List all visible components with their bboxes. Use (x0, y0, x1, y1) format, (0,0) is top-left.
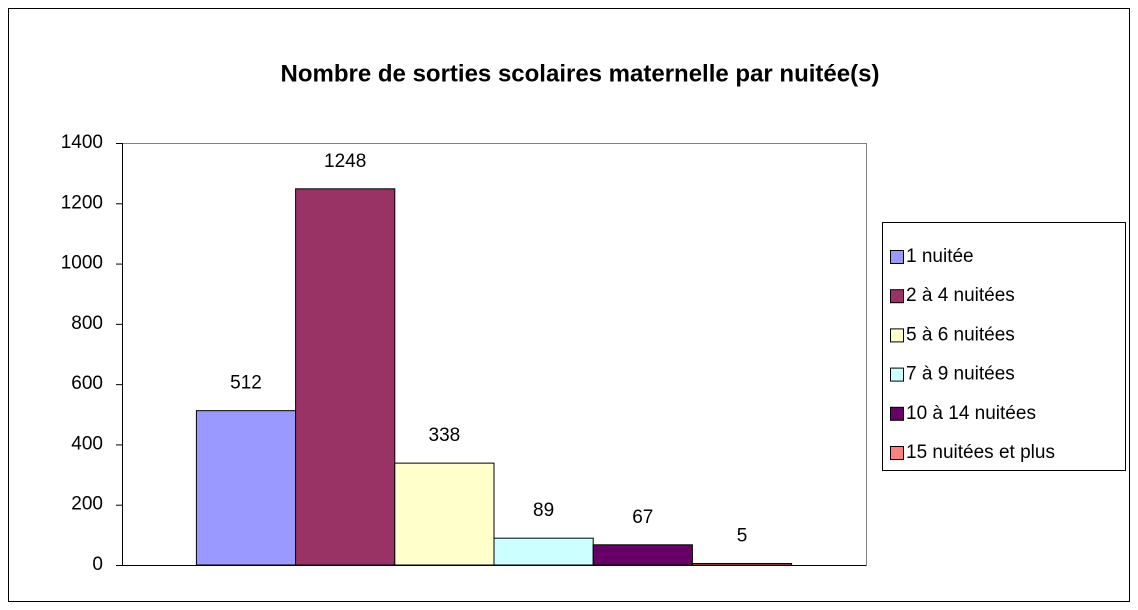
y-tick-label: 800 (71, 313, 103, 334)
legend-swatch (890, 446, 904, 460)
data-label: 89 (533, 500, 554, 521)
bar (295, 188, 396, 566)
legend-swatch (890, 289, 904, 304)
chart-title: Nombre de sorties scolaires maternelle p… (281, 60, 880, 87)
legend-label: 10 à 14 nuitées (906, 403, 1036, 424)
y-tick-label: 1000 (61, 253, 103, 274)
data-label: 5 (737, 526, 748, 547)
y-tick-label: 600 (71, 373, 103, 394)
legend-swatch (890, 367, 904, 382)
y-tick-label: 0 (92, 554, 103, 575)
y-tick-label: 400 (71, 433, 103, 454)
y-tick-label: 1400 (61, 132, 103, 153)
legend-swatch (890, 328, 904, 343)
data-label: 338 (429, 425, 461, 446)
legend-label: 2 à 4 nuitées (906, 285, 1015, 306)
bar (394, 462, 495, 566)
data-label: 67 (632, 507, 653, 528)
bar (691, 562, 793, 566)
bar (592, 544, 693, 566)
legend-label: 5 à 6 nuitées (906, 324, 1015, 345)
legend-swatch (890, 250, 904, 264)
data-label: 512 (230, 373, 262, 394)
y-tick-label: 1200 (61, 192, 103, 213)
legend-label: 1 nuitée (906, 246, 974, 267)
y-tick-label: 200 (71, 494, 103, 515)
legend-swatch (890, 406, 904, 421)
bar (195, 410, 297, 566)
data-label: 1248 (324, 151, 366, 172)
legend-label: 7 à 9 nuitées (906, 364, 1015, 385)
legend-label: 15 nuitées et plus (906, 442, 1055, 463)
bar (493, 537, 594, 566)
legend-box (882, 222, 1126, 471)
